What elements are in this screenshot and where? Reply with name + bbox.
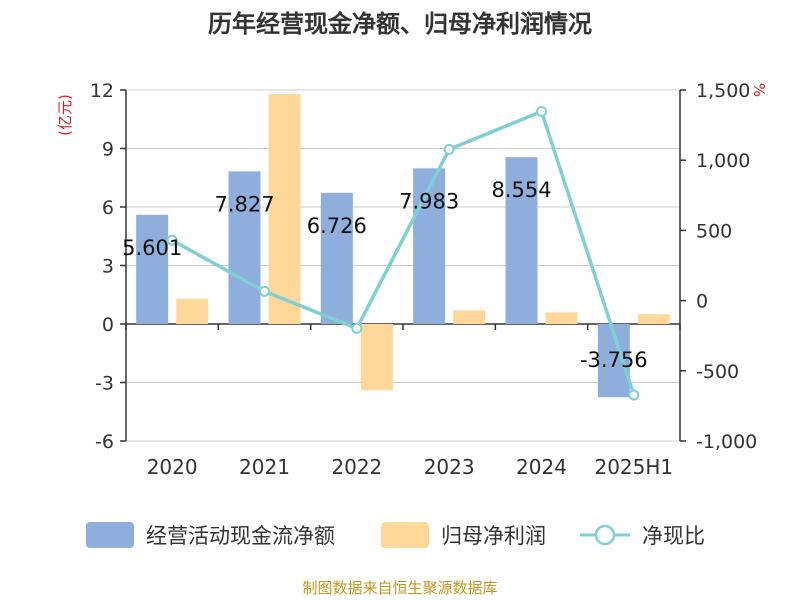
x-tick-label: 2024 — [516, 455, 567, 479]
x-tick-label: 2022 — [331, 455, 382, 479]
left-tick-label: -6 — [95, 431, 114, 453]
ratio-line — [166, 105, 640, 401]
legend-label-cash-flow: 经营活动现金流净额 — [146, 524, 335, 548]
bar-cash-flow — [505, 157, 538, 324]
left-tick-label: -3 — [95, 373, 114, 395]
legend: 经营活动现金流净额 归母净利润 净现比 — [86, 522, 705, 548]
right-tick-label: 500 — [696, 220, 732, 242]
left-tick-label: 0 — [102, 314, 114, 336]
left-axis-unit: (亿元) — [56, 94, 74, 136]
left-tick-label: 12 — [90, 80, 114, 102]
data-label-cash-flow: 8.554 — [491, 178, 551, 202]
x-tick-label: 2023 — [424, 455, 475, 479]
grid-lines — [126, 89, 680, 442]
bar-net-profit — [360, 324, 393, 391]
data-label-cash-flow: 7.827 — [214, 192, 274, 216]
ratio-line-path — [171, 109, 636, 396]
left-tick-label: 9 — [102, 139, 114, 161]
left-tick-label: 6 — [102, 197, 114, 219]
axes: -6 -3 0 3 6 9 12 -1,000 -500 0 500 1,000 1,500 2020 20… — [90, 80, 757, 479]
right-tick-label: 1,500 — [696, 80, 750, 102]
bar-net-profit — [268, 93, 301, 325]
x-tick-label: 2025H1 — [594, 455, 673, 479]
data-labels: 5.601 7.827 6.726 7.983 8.554 -3.756 — [122, 178, 648, 372]
data-label-cash-flow: 5.601 — [122, 236, 182, 260]
legend-swatch-net-profit — [381, 522, 429, 548]
ratio-point — [628, 389, 640, 401]
right-tick-label: -500 — [696, 361, 739, 383]
ratio-point — [351, 322, 363, 334]
bar-net-profit — [637, 314, 670, 324]
x-tick-label: 2021 — [239, 455, 290, 479]
bar-cash-flow — [228, 171, 261, 324]
bars — [136, 93, 670, 398]
data-source: 制图数据来自恒生聚源数据库 — [302, 579, 497, 597]
bar-cash-flow — [320, 192, 353, 324]
ratio-point — [536, 105, 547, 117]
bar-cash-flow — [136, 214, 169, 324]
bar-cash-flow — [413, 168, 446, 324]
right-tick-label: 0 — [696, 291, 708, 313]
legend-marker-ratio — [594, 524, 616, 546]
data-label-cash-flow: -3.756 — [580, 348, 648, 372]
legend-label-ratio: 净现比 — [642, 524, 705, 548]
left-tick-label: 3 — [102, 256, 114, 278]
chart-title: 历年经营现金净额、归母净利润情况 — [208, 10, 592, 38]
data-label-cash-flow: 7.983 — [399, 189, 459, 213]
bar-net-profit — [453, 310, 486, 324]
right-tick-label: 1,000 — [696, 150, 750, 172]
bar-net-profit — [176, 298, 209, 324]
x-tick-label: 2020 — [147, 455, 198, 479]
legend-label-net-profit: 归母净利润 — [441, 524, 546, 548]
ratio-point — [443, 143, 455, 155]
bar-net-profit — [545, 312, 578, 324]
legend-swatch-cash-flow — [86, 522, 134, 548]
ratio-point — [166, 234, 178, 246]
data-label-cash-flow: 6.726 — [307, 214, 367, 238]
ratio-point — [259, 285, 270, 297]
right-tick-label: -1,000 — [696, 431, 757, 453]
right-axis-unit: % — [750, 83, 768, 97]
